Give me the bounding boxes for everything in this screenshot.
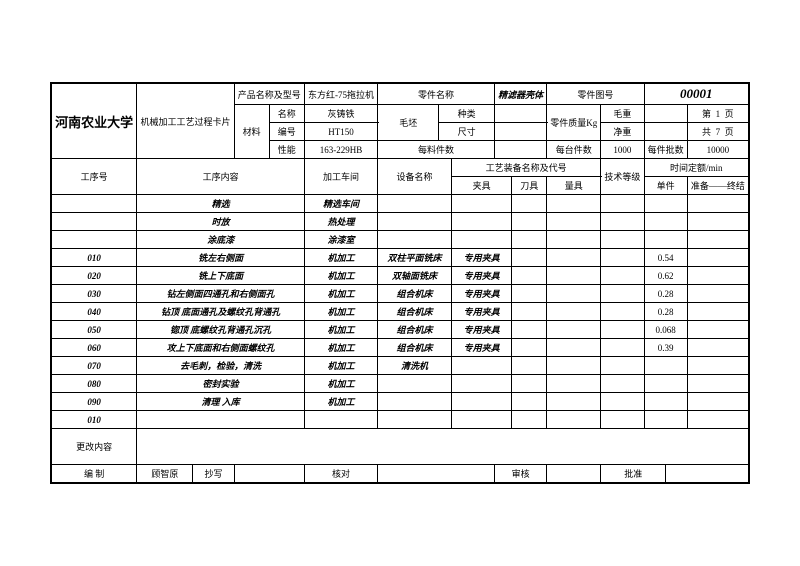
table-row: 060攻上下底面和右侧面螺纹孔机加工组合机床专用夹具0.39 — [52, 339, 749, 357]
page-cur: 第 1 页 — [687, 105, 748, 123]
col-tech-level: 技术等级 — [601, 159, 644, 195]
process-card: 河南农业大学 机械加工工艺过程卡片 产品名称及型号 东方红-75拖拉机 零件名称… — [50, 82, 750, 484]
table-row: 040钻顶 底面通孔及螺纹孔背通孔机加工组合机床专用夹具0.28 — [52, 303, 749, 321]
blank-size-label: 尺寸 — [439, 123, 495, 141]
material-name-label: 名称 — [269, 105, 304, 123]
table-row: 050锪顶 底螺纹孔背通孔沉孔机加工组合机床专用夹具0.068 — [52, 321, 749, 339]
col-unit: 单件 — [644, 177, 687, 195]
footer-review: 审核 — [495, 465, 547, 483]
per-unit: 1000 — [601, 141, 644, 159]
material-prop-label: 性能 — [269, 141, 304, 159]
material-name: 灰铸铁 — [304, 105, 377, 123]
net-val — [644, 123, 687, 141]
change-content — [137, 429, 749, 465]
footer-check: 核对 — [304, 465, 377, 483]
gross-label: 毛重 — [601, 105, 644, 123]
part-name-label: 零件名称 — [378, 84, 495, 105]
table-row: 090清理 入库机加工 — [52, 393, 749, 411]
col-gauge: 量具 — [547, 177, 601, 195]
col-prep: 准备——终结 — [687, 177, 748, 195]
table-row: 020铣上下底面机加工双轴面铣床专用夹具0.62 — [52, 267, 749, 285]
footer-check-val — [378, 465, 495, 483]
per-unit-label: 每台件数 — [547, 141, 601, 159]
process-table: 河南农业大学 机械加工工艺过程卡片 产品名称及型号 东方红-75拖拉机 零件名称… — [51, 83, 749, 483]
school-name: 河南农业大学 — [52, 84, 137, 159]
gross-val — [644, 105, 687, 123]
blank-kind-label: 种类 — [439, 105, 495, 123]
footer-approve-val — [666, 465, 749, 483]
col-seq: 工序号 — [52, 159, 137, 195]
product-name-label: 产品名称及型号 — [234, 84, 304, 105]
col-content: 工序内容 — [137, 159, 305, 195]
table-row: 070去毛刺，检验，清洗机加工清洗机 — [52, 357, 749, 375]
footer-copy-val — [234, 465, 304, 483]
table-row: 030钻左侧面四通孔和右侧面孔机加工组合机床专用夹具0.28 — [52, 285, 749, 303]
col-tooling: 工艺装备名称及代号 — [451, 159, 601, 177]
col-cutter: 刀具 — [512, 177, 547, 195]
product-name: 东方红-75拖拉机 — [304, 84, 377, 105]
part-drawing-label: 零件图号 — [547, 84, 644, 105]
table-row: 涂底漆涂漆室 — [52, 231, 749, 249]
part-name: 精滤器壳体 — [495, 84, 547, 105]
batch: 10000 — [687, 141, 748, 159]
table-row: 时放热处理 — [52, 213, 749, 231]
blank-label: 毛坯 — [378, 105, 439, 141]
col-time-quota: 时间定额/min — [644, 159, 749, 177]
net-label: 净重 — [601, 123, 644, 141]
footer-copy: 抄写 — [193, 465, 234, 483]
col-fixture: 夹具 — [451, 177, 512, 195]
part-drawing-no: 00001 — [644, 84, 749, 105]
col-shop: 加工车间 — [304, 159, 377, 195]
footer-compile: 编 制 — [52, 465, 137, 483]
table-row: 010铣左右侧面机加工双柱平面铣床专用夹具0.54 — [52, 249, 749, 267]
blank-kind — [495, 105, 547, 123]
table-row: 080密封实验机加工 — [52, 375, 749, 393]
footer-approve: 批准 — [601, 465, 666, 483]
material-code: HT150 — [304, 123, 377, 141]
part-mass-label: 零件质量Kg — [547, 105, 601, 141]
batch-label: 每件批数 — [644, 141, 687, 159]
material-prop: 163-229HB — [304, 141, 377, 159]
blank-size — [495, 123, 547, 141]
table-row: 精选精选车间 — [52, 195, 749, 213]
table-row: 010 — [52, 411, 749, 429]
material-label: 材料 — [234, 105, 269, 159]
per-piece-val — [495, 141, 547, 159]
footer-compiler: 顾智原 — [137, 465, 193, 483]
per-piece-label: 每料件数 — [378, 141, 495, 159]
page-total: 共 7 页 — [687, 123, 748, 141]
footer-review-val — [547, 465, 601, 483]
change-label: 更改内容 — [52, 429, 137, 465]
card-type: 机械加工工艺过程卡片 — [137, 84, 234, 159]
col-equip: 设备名称 — [378, 159, 452, 195]
material-code-label: 编号 — [269, 123, 304, 141]
